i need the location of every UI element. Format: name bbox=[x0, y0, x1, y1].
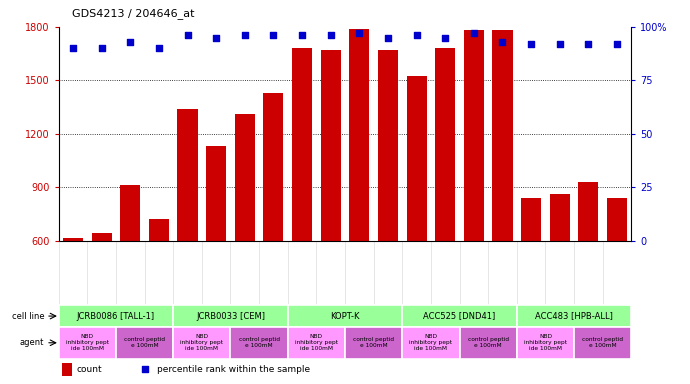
Bar bbox=[517, 305, 631, 327]
Bar bbox=[230, 327, 288, 359]
Point bbox=[125, 39, 136, 45]
Bar bbox=[264, 93, 284, 240]
Bar bbox=[521, 198, 541, 240]
Point bbox=[153, 45, 164, 51]
Text: NBD
inhibitory pept
ide 100mM: NBD inhibitory pept ide 100mM bbox=[409, 334, 453, 351]
Text: KOPT-K: KOPT-K bbox=[331, 311, 359, 321]
Bar bbox=[59, 327, 116, 359]
Bar bbox=[173, 305, 288, 327]
Point bbox=[497, 39, 508, 45]
Text: control peptid
e 100mM: control peptid e 100mM bbox=[468, 338, 509, 348]
Bar bbox=[464, 30, 484, 240]
Text: count: count bbox=[77, 365, 103, 374]
Point bbox=[354, 30, 365, 36]
Bar bbox=[517, 327, 574, 359]
Text: NBD
inhibitory pept
ide 100mM: NBD inhibitory pept ide 100mM bbox=[180, 334, 224, 351]
Point bbox=[268, 32, 279, 38]
Bar bbox=[349, 29, 369, 240]
Text: ACC483 [HPB-ALL]: ACC483 [HPB-ALL] bbox=[535, 311, 613, 321]
Text: NBD
inhibitory pept
ide 100mM: NBD inhibitory pept ide 100mM bbox=[66, 334, 109, 351]
Bar bbox=[288, 327, 345, 359]
Point bbox=[382, 35, 393, 41]
Text: control peptid
e 100mM: control peptid e 100mM bbox=[124, 338, 165, 348]
Text: JCRB0033 [CEM]: JCRB0033 [CEM] bbox=[196, 311, 265, 321]
Point bbox=[526, 41, 537, 47]
Bar bbox=[149, 219, 169, 240]
Bar bbox=[92, 233, 112, 240]
Point bbox=[325, 32, 336, 38]
Bar bbox=[177, 109, 197, 240]
Bar bbox=[120, 185, 140, 240]
Text: NBD
inhibitory pept
ide 100mM: NBD inhibitory pept ide 100mM bbox=[295, 334, 338, 351]
Point bbox=[96, 45, 107, 51]
Bar bbox=[493, 30, 513, 240]
Point bbox=[554, 41, 565, 47]
Point bbox=[210, 35, 221, 41]
Point bbox=[440, 35, 451, 41]
Bar bbox=[406, 76, 426, 240]
Bar bbox=[345, 327, 402, 359]
Text: control peptid
e 100mM: control peptid e 100mM bbox=[353, 338, 394, 348]
Text: JCRB0086 [TALL-1]: JCRB0086 [TALL-1] bbox=[77, 311, 155, 321]
Text: cell line: cell line bbox=[12, 311, 44, 321]
Text: agent: agent bbox=[20, 338, 44, 347]
Bar bbox=[402, 327, 460, 359]
Bar bbox=[550, 194, 570, 240]
Bar bbox=[235, 114, 255, 240]
Bar bbox=[61, 363, 72, 376]
Point bbox=[297, 32, 308, 38]
Bar bbox=[574, 327, 631, 359]
Point bbox=[583, 41, 594, 47]
Bar bbox=[321, 50, 341, 240]
Bar bbox=[63, 238, 83, 240]
Bar bbox=[292, 48, 312, 240]
Text: GDS4213 / 204646_at: GDS4213 / 204646_at bbox=[72, 8, 195, 19]
Point bbox=[239, 32, 250, 38]
Bar bbox=[402, 305, 517, 327]
Bar bbox=[59, 305, 173, 327]
Text: control peptid
e 100mM: control peptid e 100mM bbox=[582, 338, 623, 348]
Point bbox=[411, 32, 422, 38]
Point bbox=[182, 32, 193, 38]
Bar bbox=[116, 327, 173, 359]
Point bbox=[68, 45, 79, 51]
Text: ACC525 [DND41]: ACC525 [DND41] bbox=[424, 311, 495, 321]
Bar bbox=[435, 48, 455, 240]
Bar bbox=[173, 327, 230, 359]
Text: control peptid
e 100mM: control peptid e 100mM bbox=[239, 338, 279, 348]
Point bbox=[469, 30, 480, 36]
Bar bbox=[578, 182, 598, 240]
Bar bbox=[607, 198, 627, 240]
Bar bbox=[378, 50, 398, 240]
Bar bbox=[288, 305, 402, 327]
Text: percentile rank within the sample: percentile rank within the sample bbox=[157, 365, 310, 374]
Bar bbox=[460, 327, 517, 359]
Text: NBD
inhibitory pept
ide 100mM: NBD inhibitory pept ide 100mM bbox=[524, 334, 567, 351]
Point bbox=[139, 366, 150, 372]
Point bbox=[611, 41, 622, 47]
Bar bbox=[206, 146, 226, 240]
